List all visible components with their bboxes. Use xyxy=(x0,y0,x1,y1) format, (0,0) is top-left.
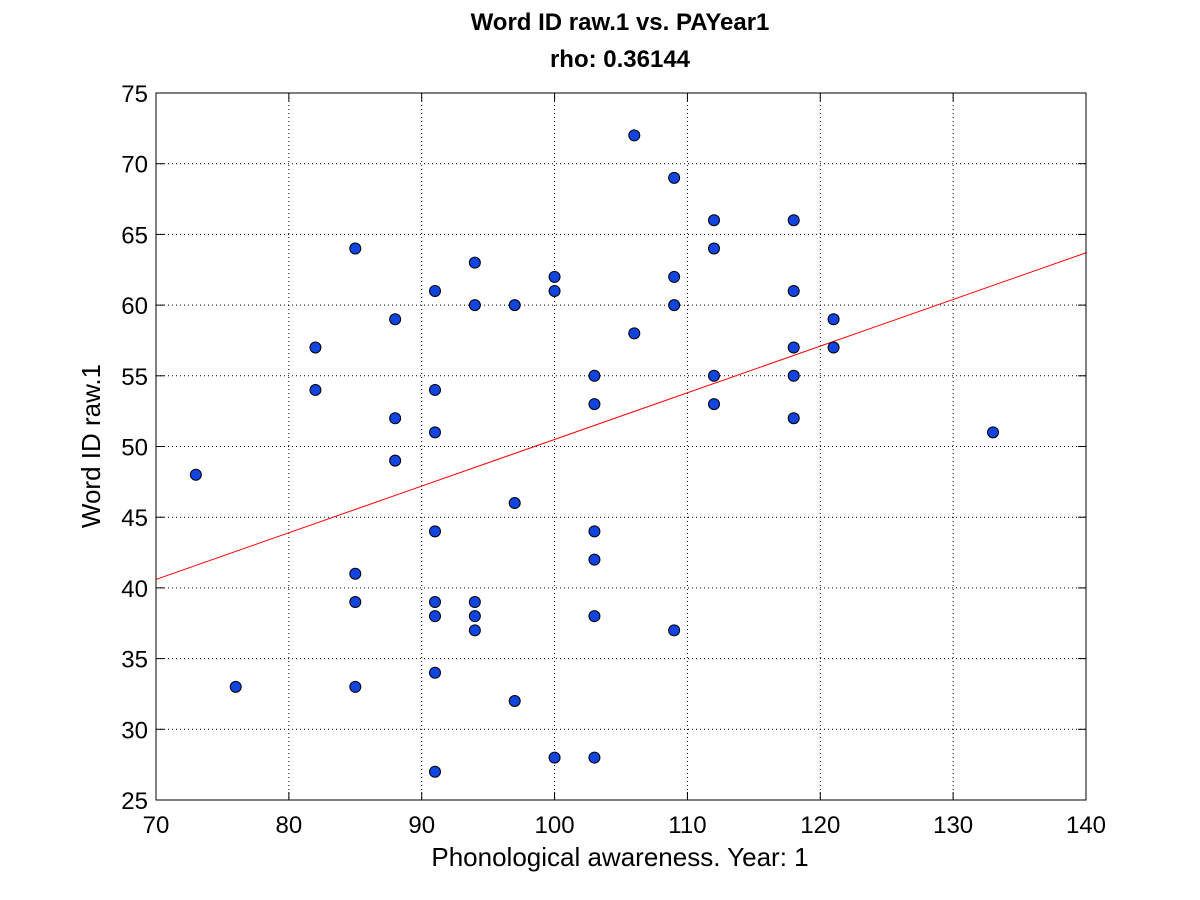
data-point xyxy=(309,341,322,354)
data-point xyxy=(468,596,481,609)
y-tick-label: 50 xyxy=(121,435,148,462)
data-point xyxy=(628,327,641,340)
data-point xyxy=(668,171,681,184)
chart-title: Word ID raw.1 vs. PAYear1 xyxy=(471,9,770,36)
data-point xyxy=(708,214,720,227)
x-axis-label: Phonological awareness. Year: 1 xyxy=(431,842,808,872)
x-tick-label: 140 xyxy=(1066,812,1106,839)
x-tick-label: 70 xyxy=(143,812,170,839)
data-point xyxy=(309,383,322,396)
data-point xyxy=(508,497,521,510)
data-point xyxy=(708,369,720,382)
y-tick-label: 65 xyxy=(121,222,148,249)
x-tick-label: 100 xyxy=(535,812,575,839)
data-point xyxy=(708,242,720,255)
data-point xyxy=(468,256,481,269)
x-tick-label: 90 xyxy=(408,812,435,839)
data-point xyxy=(787,412,800,425)
data-point xyxy=(588,398,601,411)
regression-line xyxy=(155,252,1087,580)
grid-layer xyxy=(156,93,1086,800)
y-tick-label: 40 xyxy=(121,576,148,603)
data-point xyxy=(827,313,840,326)
data-point xyxy=(787,369,800,382)
data-point xyxy=(389,313,402,326)
data-point xyxy=(349,242,362,255)
y-tick-label: 30 xyxy=(121,717,148,744)
data-point xyxy=(429,383,441,396)
plot-area xyxy=(155,92,1087,801)
y-tick-label: 70 xyxy=(121,152,148,179)
fit-layer xyxy=(155,252,1087,580)
x-tick-label: 120 xyxy=(800,812,840,839)
data-point xyxy=(548,751,561,764)
data-point xyxy=(468,610,481,623)
data-point xyxy=(468,299,481,312)
data-point xyxy=(229,680,242,693)
data-point xyxy=(429,666,441,679)
x-tick-label: 130 xyxy=(933,812,973,839)
data-point xyxy=(987,426,999,439)
data-point xyxy=(389,454,402,467)
data-point xyxy=(548,284,561,297)
y-tick-label: 45 xyxy=(121,505,148,532)
data-point xyxy=(508,695,521,708)
data-point xyxy=(429,765,441,778)
y-tick-label: 60 xyxy=(121,293,148,320)
data-point xyxy=(787,341,800,354)
y-tick-label: 55 xyxy=(121,364,148,391)
data-point xyxy=(588,553,601,566)
data-point xyxy=(349,680,362,693)
data-point xyxy=(668,624,681,637)
y-axis-label: Word ID raw.1 xyxy=(76,364,106,528)
data-point xyxy=(787,284,800,297)
data-point xyxy=(389,412,402,425)
data-point xyxy=(189,468,202,481)
data-point xyxy=(429,525,441,538)
data-point xyxy=(349,567,362,580)
points-layer xyxy=(189,129,999,778)
data-point xyxy=(349,596,362,609)
data-point xyxy=(588,751,601,764)
chart-subtitle: rho: 0.36144 xyxy=(550,46,691,73)
data-point xyxy=(429,610,441,623)
data-point xyxy=(429,596,441,609)
x-tick-label: 80 xyxy=(276,812,303,839)
x-tick-label: 110 xyxy=(668,812,706,839)
ticks-layer xyxy=(155,92,1087,801)
data-point xyxy=(708,398,720,411)
y-tick-label: 25 xyxy=(121,788,148,815)
data-point xyxy=(429,284,441,297)
data-point xyxy=(827,341,840,354)
data-point xyxy=(588,525,601,538)
y-tick-labels: 25 30 35 40 45 50 55 60 65 70 75 xyxy=(121,81,148,815)
data-point xyxy=(787,214,800,227)
x-tick-labels: 70 80 90 100 110 120 130 140 xyxy=(143,812,1106,839)
data-point xyxy=(668,299,681,312)
data-point xyxy=(548,270,561,283)
data-point xyxy=(628,129,641,142)
data-point xyxy=(588,610,601,623)
data-point xyxy=(668,270,681,283)
y-tick-label: 35 xyxy=(121,647,148,674)
data-point xyxy=(468,624,481,637)
data-point xyxy=(508,299,521,312)
data-point xyxy=(588,369,601,382)
y-tick-label: 75 xyxy=(121,81,148,108)
data-point xyxy=(429,426,441,439)
